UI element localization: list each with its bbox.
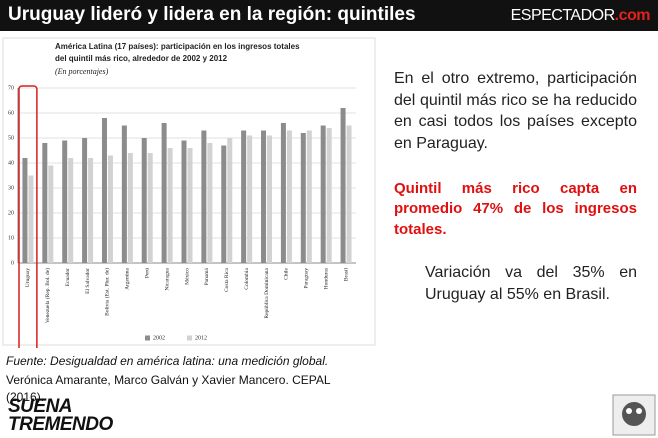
brand: ESPECTADOR.com: [510, 7, 651, 25]
bar: [127, 153, 133, 263]
y-tick-label: 60: [8, 110, 14, 116]
bar: [280, 123, 286, 263]
x-tick-label: Uruguay: [25, 268, 31, 287]
note: Variación va del 35% en Uruguay al 55% e…: [425, 264, 637, 303]
x-tick-label: Nicaragua: [164, 267, 170, 290]
header-bar: Uruguay lideró y lidera en la región: qu…: [0, 0, 658, 31]
bar: [261, 130, 267, 263]
bar: [22, 158, 28, 263]
y-tick-label: 70: [8, 85, 14, 91]
bar: [82, 138, 88, 263]
source: Fuente: Desigualdad en américa latina: u…: [6, 354, 329, 368]
x-tick-label: Venezuela (Rep. Bol. de): [44, 268, 51, 323]
y-tick-label: 30: [8, 185, 14, 191]
legend-swatch: [187, 335, 192, 341]
x-tick-label: Brasil: [343, 268, 349, 282]
bar: [241, 130, 247, 263]
bar: [68, 158, 74, 263]
x-tick-label: Bolivia (Est. Plur. de): [104, 268, 111, 316]
x-tick-label: Ecuador: [65, 268, 71, 286]
note-highlight: Quintil más rico capta en promedio 47% d…: [394, 180, 637, 238]
bar: [306, 130, 312, 263]
x-tick-label: Paraguay: [304, 268, 310, 289]
bar: [187, 148, 193, 263]
y-tick-label: 50: [8, 135, 14, 141]
legend-swatch: [145, 335, 150, 341]
icon-shape: [626, 408, 632, 414]
logo: TREMENDO: [8, 414, 113, 435]
bar: [147, 153, 153, 263]
legend-label: 2002: [153, 335, 165, 341]
bar: [161, 123, 167, 263]
bar: [107, 155, 113, 263]
y-tick-label: 40: [8, 160, 14, 166]
bar: [320, 125, 326, 263]
bar: [181, 140, 187, 263]
x-tick-label: Panamá: [204, 267, 210, 285]
x-tick-label: México: [184, 268, 190, 285]
logo-icon: [612, 394, 656, 436]
chart: América Latina (17 países): participació…: [2, 37, 376, 348]
bar: [207, 143, 213, 263]
bar: [227, 138, 233, 263]
legend-label: 2012: [195, 335, 207, 341]
highlight: [18, 85, 38, 348]
source: Verónica Amarante, Marco Galván y Xavier…: [6, 373, 331, 404]
x-tick-label: República Dominicana: [264, 267, 270, 318]
bar: [101, 118, 107, 263]
x-tick-label: Costa Rica: [224, 267, 230, 292]
bar: [62, 140, 68, 263]
bar: [326, 128, 332, 263]
x-tick-label: Argentina: [125, 267, 131, 289]
y-tick-label: 20: [8, 210, 14, 216]
chart-title: América Latina (17 países): participació…: [55, 42, 300, 63]
bar: [221, 145, 227, 263]
logo: SUENA: [8, 396, 73, 417]
bar: [247, 135, 253, 263]
bar: [340, 108, 346, 263]
icon-frame: [612, 394, 656, 436]
bar: [286, 130, 292, 263]
x-tick-label: El Salvador: [85, 268, 91, 294]
icon-shape: [636, 408, 642, 414]
chart-subtitle: (En porcentajes): [55, 67, 109, 76]
bar: [300, 133, 306, 263]
bar: [346, 125, 352, 263]
slide-title: Uruguay lideró y lidera en la región: qu…: [8, 4, 416, 25]
bar: [42, 143, 48, 263]
bar: [167, 148, 173, 263]
x-tick-label: Colombia: [244, 267, 250, 289]
bar: [28, 175, 34, 263]
note: En el otro extremo, participación del qu…: [394, 70, 637, 152]
bar: [48, 165, 54, 263]
x-tick-label: Honduras: [323, 268, 329, 289]
x-tick-label: Perú: [145, 268, 151, 278]
y-tick-label: 10: [8, 235, 14, 241]
bar: [267, 135, 273, 263]
brand-suffix: .com: [614, 7, 651, 24]
bar: [141, 138, 147, 263]
icon-shape: [622, 402, 646, 426]
y-tick-label: 0: [11, 260, 14, 266]
bar: [121, 125, 127, 263]
bar: [88, 158, 94, 263]
brand-name: ESPECTADOR: [510, 7, 616, 24]
bar: [201, 130, 207, 263]
x-tick-label: Chile: [284, 267, 290, 279]
